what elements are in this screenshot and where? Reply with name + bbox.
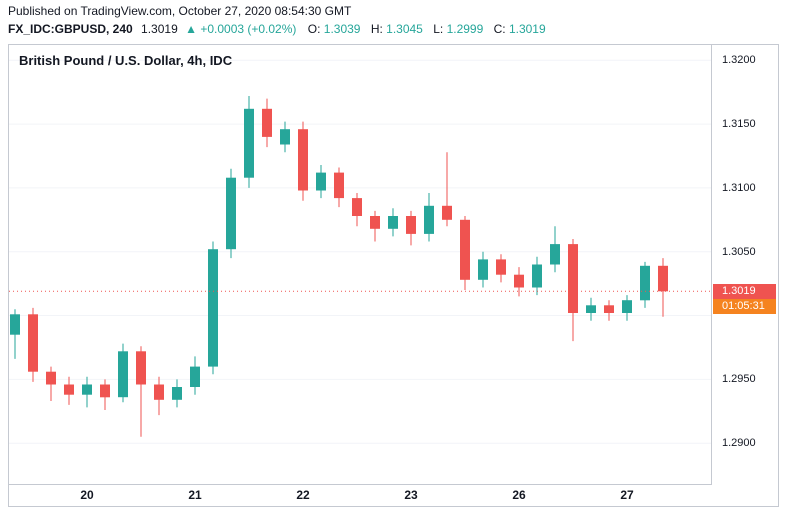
symbol-name: FX_IDC:GBPUSD, 240 (8, 22, 133, 36)
low-value: 1.2999 (446, 22, 484, 36)
price-tick-label: 1.3150 (722, 118, 756, 131)
open-segment: O: 1.3039 (308, 22, 364, 36)
price-tick-label: 1.3050 (722, 245, 756, 258)
change-value: +0.0003 (+0.02%) (200, 22, 297, 36)
time-tick-label: 23 (404, 488, 418, 502)
price-tick-label: 1.3200 (722, 54, 756, 67)
last-price-value: 1.3019 (141, 22, 178, 36)
close-label: C: (493, 22, 506, 36)
chart-plot-area[interactable]: British Pound / U.S. Dollar, 4h, IDC (9, 45, 712, 485)
high-label: H: (370, 22, 383, 36)
time-tick-label: 20 (80, 488, 94, 502)
high-value: 1.3045 (386, 22, 423, 36)
close-segment: C: 1.3019 (494, 22, 546, 36)
last-price-tag: 1.3019 (713, 283, 776, 299)
price-tick-label: 1.3100 (722, 181, 756, 194)
low-segment: L: 1.2999 (433, 22, 486, 36)
close-value: 1.3019 (508, 22, 546, 36)
time-tick-label: 22 (296, 488, 310, 502)
price-tick-label: 1.2900 (722, 437, 756, 450)
bar-countdown-tag: 01:05:31 (713, 298, 776, 314)
price-change: ▲ +0.0003 (+0.02%) (185, 22, 300, 36)
time-tick-label: 26 (512, 488, 526, 502)
price-tick-label: 1.2950 (722, 373, 756, 386)
low-label: L: (433, 22, 444, 36)
chart-title: British Pound / U.S. Dollar, 4h, IDC (19, 53, 233, 68)
high-segment: H: 1.3045 (371, 22, 426, 36)
change-up-arrow-icon: ▲ (185, 22, 197, 36)
time-axis[interactable]: 20 21 22 23 26 27 (9, 485, 711, 506)
candlestick-chart (9, 59, 711, 444)
price-axis[interactable]: 1.3019 01:05:31 1.3200 1.3150 1.3100 1.3050… (712, 45, 778, 485)
open-label: O: (307, 22, 321, 36)
time-tick-label: 21 (188, 488, 202, 502)
chart-container: British Pound / U.S. Dollar, 4h, IDC 1.3… (8, 44, 779, 507)
published-line: Published on TradingView.com, October 27… (8, 4, 352, 18)
symbol-info-bar: FX_IDC:GBPUSD, 240 1.3019 ▲ +0.0003 (+0.… (8, 22, 553, 36)
time-tick-label: 27 (620, 488, 634, 502)
open-value: 1.3039 (323, 22, 361, 36)
